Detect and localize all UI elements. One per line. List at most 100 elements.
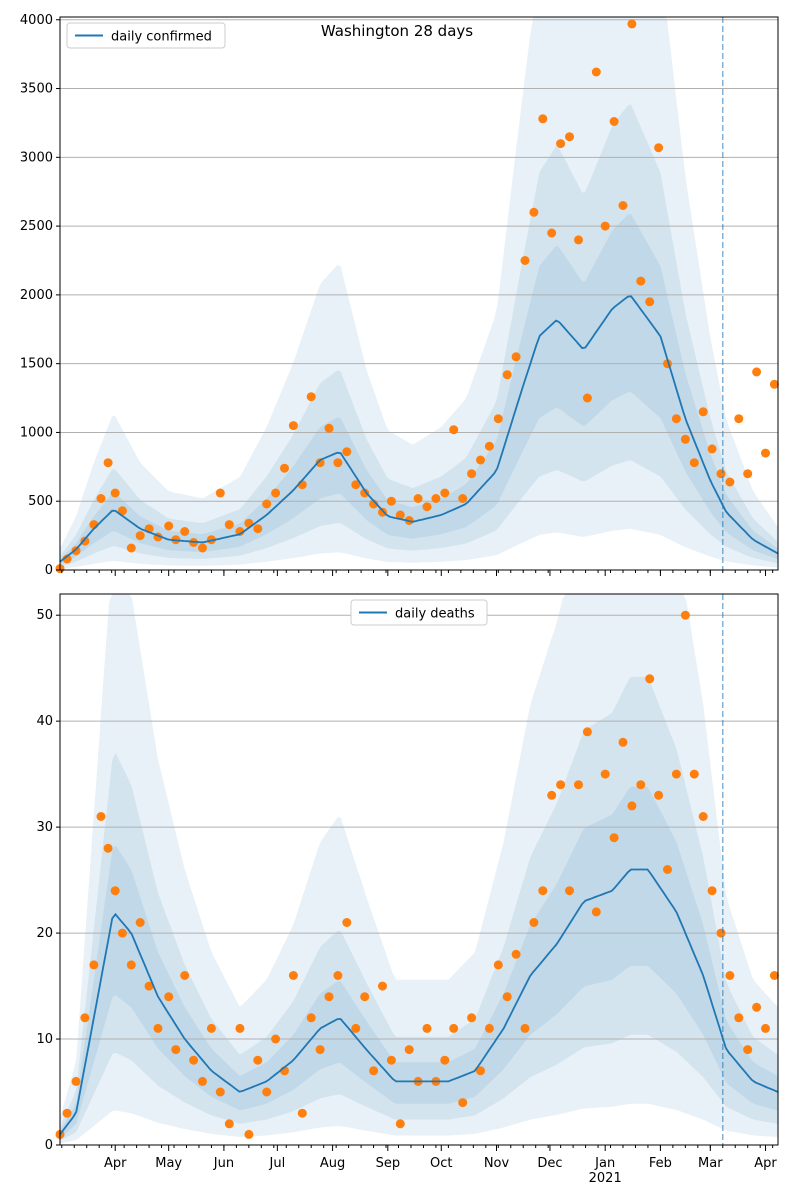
observed-point xyxy=(369,499,379,509)
observed-point xyxy=(547,228,557,238)
observed-point xyxy=(262,499,272,509)
uncertainty-band-1 xyxy=(60,676,778,1141)
uncertainty-band-0 xyxy=(60,17,778,569)
y-tick-label: 10 xyxy=(36,1032,53,1047)
x-tick-label: Apr xyxy=(104,1156,127,1171)
x-tick-label: Oct xyxy=(430,1156,452,1171)
observed-point xyxy=(422,502,432,512)
chart-title: Washington 28 days xyxy=(321,22,473,40)
confirmed-observed-points xyxy=(55,19,779,574)
observed-point xyxy=(458,494,468,503)
observed-point xyxy=(761,448,770,458)
observed-point xyxy=(716,928,726,938)
observed-point xyxy=(215,488,225,498)
x-year-label: 2021 xyxy=(589,1171,622,1186)
uncertainty-band-1 xyxy=(60,104,778,567)
observed-point xyxy=(654,143,664,153)
y-tick-label: 2000 xyxy=(20,288,53,303)
observed-point xyxy=(378,507,387,517)
y-tick-label: 40 xyxy=(36,714,53,729)
observed-point xyxy=(769,379,779,389)
deaths-plot-frame xyxy=(59,593,779,1146)
x-tick-label: Jun xyxy=(213,1156,234,1171)
observed-point xyxy=(502,370,512,380)
observed-point xyxy=(271,1034,281,1044)
observed-point xyxy=(180,971,190,980)
observed-point xyxy=(164,992,174,1002)
observed-point xyxy=(627,19,637,29)
observed-point xyxy=(422,1023,432,1033)
observed-point xyxy=(467,1013,477,1023)
observed-point xyxy=(198,1076,207,1086)
observed-point xyxy=(71,546,81,556)
observed-point xyxy=(395,510,405,520)
observed-point xyxy=(707,886,717,896)
observed-point xyxy=(458,1098,468,1108)
y-tick-label: 2500 xyxy=(20,219,53,234)
deaths-panel: 0 10 20 30 40 50 Apr May Jun Jul Aug Sep Oct Nov Dec J… xyxy=(36,593,779,1186)
y-tick-label: 3500 xyxy=(20,82,53,97)
observed-point xyxy=(103,458,113,468)
confirmed-legend: daily confirmed xyxy=(66,22,226,49)
observed-point xyxy=(110,886,120,896)
x-tick-label: Apr xyxy=(754,1156,777,1171)
uncertainty-band-2 xyxy=(60,214,778,565)
observed-point xyxy=(449,1023,459,1033)
x-tick-label: Dec xyxy=(537,1156,562,1171)
observed-point xyxy=(698,407,708,417)
y-tick-label: 30 xyxy=(36,820,53,835)
observed-point xyxy=(769,971,779,980)
observed-point xyxy=(645,297,655,307)
observed-point xyxy=(306,1013,316,1023)
observed-point xyxy=(431,494,441,503)
observed-point xyxy=(752,1002,762,1012)
observed-point xyxy=(288,421,298,431)
x-tick-label: Sep xyxy=(376,1156,401,1171)
observed-point xyxy=(117,506,127,516)
observed-point xyxy=(333,458,343,468)
x-tick-label: Jan xyxy=(594,1156,615,1171)
observed-point xyxy=(618,201,628,210)
y-tick-label: 20 xyxy=(36,926,53,941)
confirmed-panel: 0 500 1000 1500 2000 2500 3000 3500 4000 Washing… xyxy=(20,13,779,578)
observed-point xyxy=(80,536,90,546)
y-tick-label: 1000 xyxy=(20,425,53,440)
observed-point xyxy=(600,769,610,779)
observed-point xyxy=(440,488,450,498)
median-line xyxy=(59,295,779,563)
observed-point xyxy=(725,477,735,487)
observed-point xyxy=(378,981,387,991)
observed-point xyxy=(609,833,619,843)
observed-point xyxy=(89,960,99,970)
observed-point xyxy=(224,1119,234,1129)
observed-point xyxy=(689,458,699,468)
observed-point xyxy=(144,981,154,991)
observed-point xyxy=(342,447,352,457)
observed-point xyxy=(171,1045,181,1055)
observed-point xyxy=(734,414,744,424)
x-tick-label: May xyxy=(155,1156,182,1171)
observed-point xyxy=(529,207,539,217)
observed-point xyxy=(671,769,681,779)
observed-point xyxy=(306,392,316,402)
y-tick-label: 3000 xyxy=(20,150,53,165)
observed-point xyxy=(725,971,735,980)
observed-point xyxy=(235,527,245,536)
observed-point xyxy=(556,139,566,149)
observed-point xyxy=(574,235,583,245)
observed-point xyxy=(547,790,557,800)
confirmed-plot-frame xyxy=(59,16,779,571)
observed-point xyxy=(271,488,281,498)
deaths-median-line xyxy=(59,868,779,1135)
observed-point xyxy=(280,463,289,473)
confirmed-x-axis xyxy=(61,570,774,576)
observed-point xyxy=(315,1045,325,1055)
observed-point xyxy=(253,1055,263,1065)
observed-point xyxy=(743,469,753,479)
observed-point xyxy=(520,1023,530,1033)
y-tick-label: 0 xyxy=(45,563,53,578)
observed-point xyxy=(324,992,334,1002)
observed-point xyxy=(752,367,762,377)
observed-point xyxy=(117,928,127,938)
